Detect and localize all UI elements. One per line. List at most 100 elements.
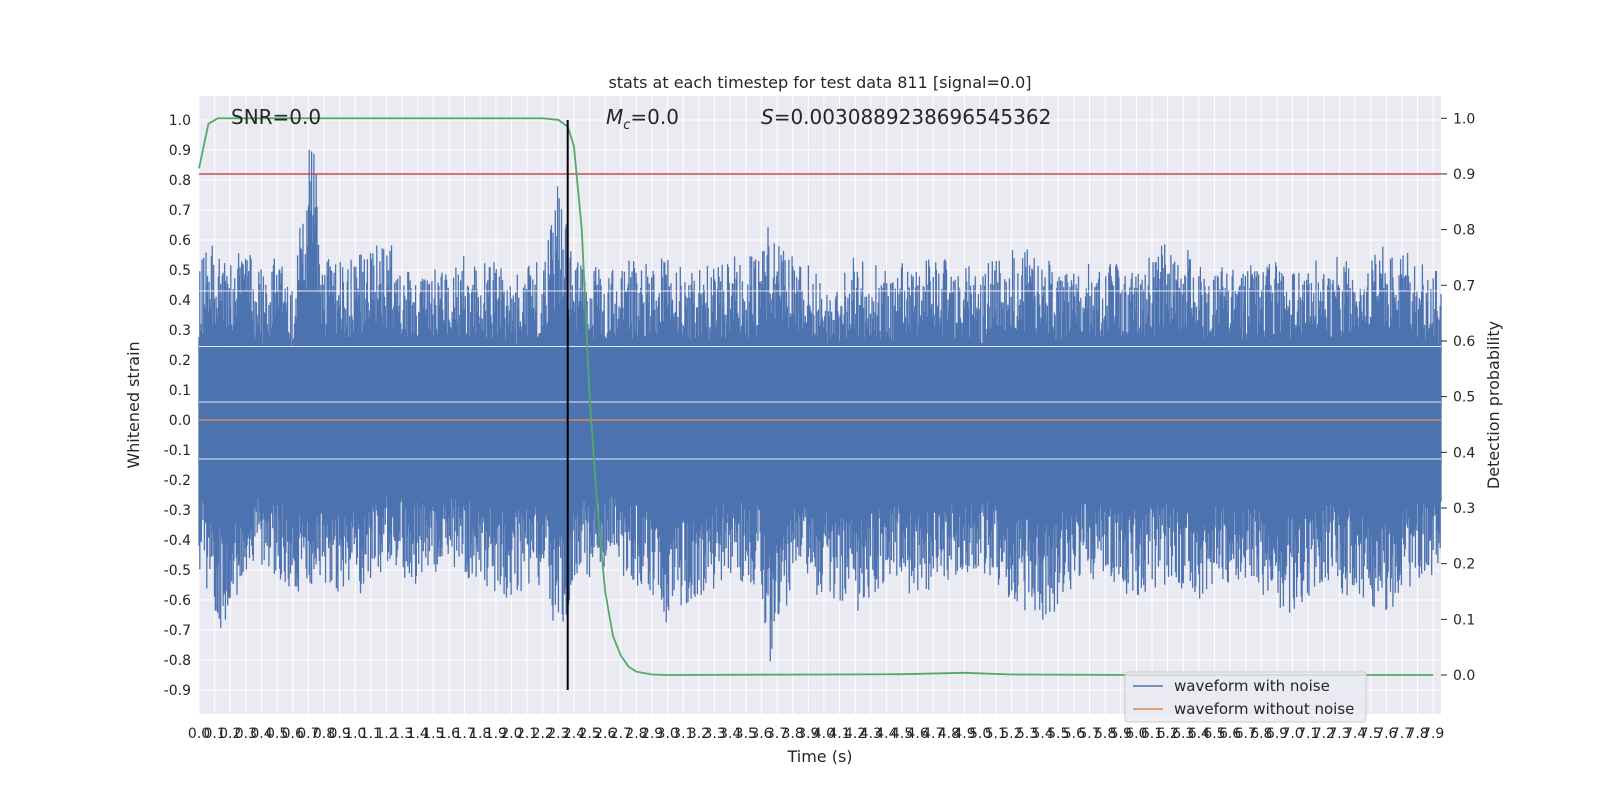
series-detection-probability: [198, 117, 1434, 676]
x-tick-label: 5.2: [1000, 726, 1022, 742]
y-tick-label: 0.2: [169, 353, 191, 369]
x-tick-label: 1.8: [469, 726, 491, 742]
y-tick-label: -0.2: [164, 473, 191, 489]
chirp-mass-annotation: Mc=0.0: [606, 105, 679, 133]
y2-tick-label: 0.6: [1453, 334, 1475, 350]
x-tick-label: 7.5: [1360, 726, 1382, 742]
x-tick-label: 5.5: [1047, 726, 1069, 742]
x-tick-label: 2.8: [625, 726, 647, 742]
x-tick-label: 0.5: [266, 726, 288, 742]
x-tick-label: 6.8: [1250, 726, 1272, 742]
x-tick-label: 1.5: [422, 726, 444, 742]
x-tick-label: 5.9: [1110, 726, 1132, 742]
y2-tick-label: 0.3: [1453, 501, 1475, 517]
y2-tick-label: 0.7: [1453, 278, 1475, 294]
legend-box: [1124, 671, 1367, 723]
x-tick-label: 2.4: [563, 726, 585, 742]
x-tick-label: 0.0: [188, 726, 210, 742]
x-tick-label: 6.6: [1219, 726, 1241, 742]
x-tick-label: 6.1: [1141, 726, 1163, 742]
statistic-annotation: S=0.0030889238696545362: [761, 105, 1051, 129]
y-tick-label: 0.7: [169, 203, 191, 219]
x-tick-label: 0.1: [203, 726, 225, 742]
x-tick-label: 7.9: [1422, 726, 1444, 742]
x-tick-label: 0.2: [219, 726, 241, 742]
snr-annotation: SNR=0.0: [231, 105, 321, 129]
y2-tick-label: 0.0: [1453, 668, 1475, 684]
y-tick-label: 1.0: [169, 113, 191, 129]
x-tick-label: 2.2: [532, 726, 554, 742]
x-tick-label: 6.4: [1188, 726, 1210, 742]
x-tick-label: 0.4: [250, 726, 272, 742]
x-tick-label: 7.4: [1344, 726, 1366, 742]
x-tick-label: 7.2: [1313, 726, 1335, 742]
y2-tick-label: 0.2: [1453, 557, 1475, 573]
x-tick-label: 5.1: [985, 726, 1007, 742]
y-tick-label: 0.5: [169, 263, 191, 279]
y-tick-label: 0.1: [169, 383, 191, 399]
y-tick-label: 0.8: [169, 173, 191, 189]
x-tick-label: 4.1: [828, 726, 850, 742]
noise-core: [199, 285, 1441, 538]
y-tick-labels: -0.9 -0.8 -0.7 -0.6 -0.5 -0.4 -0.3 -0.2 -0.1 0.0 0…: [164, 113, 191, 699]
x-tick-label: 6.7: [1235, 726, 1257, 742]
y-tick-label: -0.3: [164, 503, 191, 519]
x-tick-label: 3.1: [672, 726, 694, 742]
x-tick-label: 4.8: [938, 726, 960, 742]
x-tick-label: 0.8: [313, 726, 335, 742]
x-tick-label: 1.4: [407, 726, 429, 742]
x-tick-label: 7.3: [1328, 726, 1350, 742]
x-tick-label: 3.2: [688, 726, 710, 742]
x-tick-label: 7.1: [1297, 726, 1319, 742]
x-tick-label: 4.6: [907, 726, 929, 742]
y-tick-label: -0.6: [164, 593, 191, 609]
x-tick-label: 5.8: [1094, 726, 1116, 742]
x-tick-label: 3.0: [657, 726, 679, 742]
x-tick-label: 3.9: [797, 726, 819, 742]
chart-title: stats at each timestep for test data 811…: [608, 73, 1031, 92]
x-tick-label: 0.9: [328, 726, 350, 742]
x-tick-label: 2.6: [594, 726, 616, 742]
x-tick-labels: 0.00.10.20.30.40.50.60.70.80.91.01.11.21…: [188, 726, 1444, 742]
x-tick-label: 6.0: [1125, 726, 1147, 742]
x-tick-label: 2.9: [641, 726, 663, 742]
x-tick-label: 4.0: [813, 726, 835, 742]
y-tick-label: -0.9: [164, 683, 191, 699]
x-tick-label: 3.5: [735, 726, 757, 742]
x-tick-label: 5.4: [1031, 726, 1053, 742]
x-tick-label: 4.5: [891, 726, 913, 742]
y-axis-label: Whitened strain: [124, 341, 143, 468]
x-tick-label: 3.3: [703, 726, 725, 742]
x-tick-label: 7.6: [1375, 726, 1397, 742]
x-tick-label: 1.2: [375, 726, 397, 742]
y2-tick-labels: 0.0 0.1 0.2 0.3 0.4 0.5 0.6 0.7 0.8 0.9 1.0: [1441, 111, 1475, 684]
x-tick-label: 0.6: [282, 726, 304, 742]
x-tick-label: 1.6: [438, 726, 460, 742]
y-tick-label: -0.5: [164, 563, 191, 579]
x-tick-label: 3.8: [782, 726, 804, 742]
lines: [198, 117, 1441, 690]
x-tick-label: 2.1: [516, 726, 538, 742]
x-tick-label: 6.5: [1203, 726, 1225, 742]
x-tick-label: 6.2: [1156, 726, 1178, 742]
x-tick-label: 5.0: [969, 726, 991, 742]
x-tick-label: 1.7: [453, 726, 475, 742]
x-tick-label: 4.3: [860, 726, 882, 742]
x-tick-label: 4.9: [953, 726, 975, 742]
x-tick-label: 7.8: [1406, 726, 1428, 742]
legend: waveform with noise waveform without noi…: [1124, 671, 1367, 723]
x-tick-label: 4.2: [844, 726, 866, 742]
x-tick-label: 1.3: [391, 726, 413, 742]
y-tick-label: 0.9: [169, 143, 191, 159]
x-tick-label: 5.6: [1063, 726, 1085, 742]
y2-tick-label: 0.8: [1453, 223, 1475, 239]
y-tick-label: -0.7: [164, 623, 191, 639]
y2-tick-label: 1.0: [1453, 111, 1475, 127]
series-waveform-with-noise: [198, 119, 1442, 682]
x-tick-label: 4.7: [922, 726, 944, 742]
y2-tick-label: 0.1: [1453, 612, 1475, 628]
y2-tick-label: 0.9: [1453, 167, 1475, 183]
x-tick-label: 7.0: [1281, 726, 1303, 742]
y-tick-label: -0.4: [164, 533, 191, 549]
